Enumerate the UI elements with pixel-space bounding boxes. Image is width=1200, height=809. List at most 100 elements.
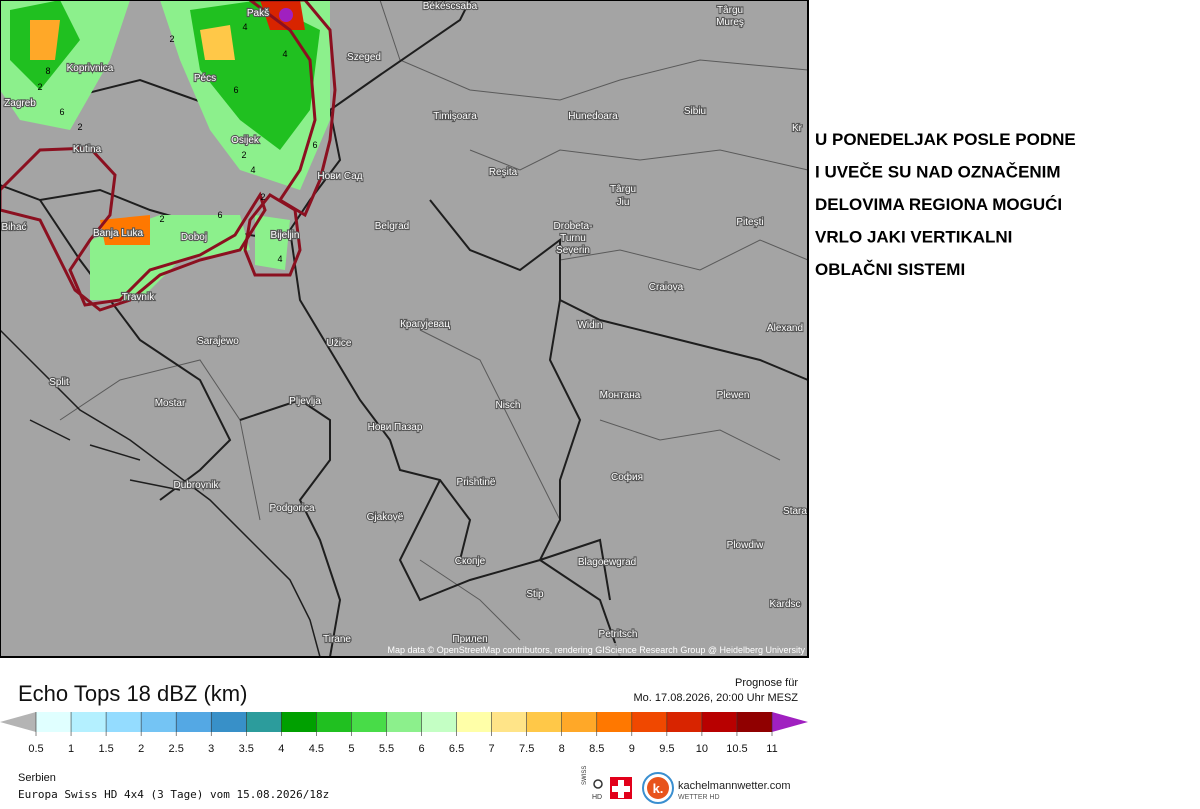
colorbar-segment bbox=[316, 712, 352, 732]
city-label: Banja Luka bbox=[93, 228, 143, 239]
colorbar-tick-label: 7.5 bbox=[519, 743, 534, 755]
city-label: Hunedoara bbox=[568, 111, 618, 122]
colorbar-segment bbox=[421, 712, 457, 732]
city-label: Timișoara bbox=[433, 111, 477, 122]
city-label: Petritsch bbox=[599, 629, 638, 640]
colorbar-tick-label: 5 bbox=[348, 743, 354, 755]
colorbar-segment bbox=[176, 712, 212, 732]
colorbar-segment bbox=[211, 712, 247, 732]
city-label: Osijek bbox=[231, 135, 260, 146]
city-label: Plewen bbox=[717, 390, 750, 401]
city-label: Craiova bbox=[649, 282, 684, 293]
coastline bbox=[0, 329, 321, 658]
colorbar-tick-label: 2.5 bbox=[169, 743, 184, 755]
city-label: Stip bbox=[526, 589, 544, 600]
colorbar-tick-label: 2 bbox=[138, 743, 144, 755]
city-label: Крагујевац bbox=[400, 319, 450, 330]
city-label: Bijeljin bbox=[271, 230, 300, 241]
forecast-time: Mo. 17.08.2026, 20:00 Uhr MESZ bbox=[634, 692, 799, 704]
contour-label: 8 bbox=[45, 66, 50, 76]
model-run: Europa Swiss HD 4x4 (3 Tage) vom 15.08.2… bbox=[18, 788, 329, 801]
swiss-text: SWISS bbox=[582, 766, 588, 785]
city-label: Tirane bbox=[323, 634, 351, 645]
colorbar-tick-label: 11 bbox=[766, 743, 777, 755]
colorbar-segment bbox=[246, 712, 282, 732]
colorbar-tick-label: 3 bbox=[208, 743, 214, 755]
colorbar: 0.5 1 1.5 2 2.5 3 3.5 4 4.5 5 5.5 6 6.5 7 7.5 8 8.5 9 9.5 1… bbox=[0, 712, 808, 755]
city-label: Târgu bbox=[610, 184, 636, 195]
colorbar-over bbox=[772, 712, 808, 732]
colorbar-segment bbox=[631, 712, 667, 732]
city-label: Sibiu bbox=[684, 106, 706, 117]
colorbar-segment bbox=[456, 712, 492, 732]
forecast-label: Prognose für bbox=[735, 677, 798, 689]
colorbar-segment bbox=[736, 712, 772, 732]
city-label: Turnu bbox=[560, 233, 586, 244]
colorbar-segment bbox=[141, 712, 177, 732]
city-label: Drobeta- bbox=[554, 221, 593, 232]
city-label: Prishtinë bbox=[457, 477, 496, 488]
city-label: Widin bbox=[577, 320, 602, 331]
city-label: Bihać bbox=[1, 222, 26, 233]
city-label: Békéscsaba bbox=[423, 1, 478, 12]
colorbar-tick-label: 4.5 bbox=[309, 743, 324, 755]
contour-label: 4 bbox=[277, 254, 282, 264]
colorbar-tick-label: 8.5 bbox=[589, 743, 604, 755]
city-label: Nisch bbox=[495, 400, 520, 411]
contour-label: 6 bbox=[312, 140, 317, 150]
echo-areas bbox=[0, 0, 330, 300]
contour-label: 2 bbox=[169, 34, 174, 44]
contour-label: 2 bbox=[37, 82, 42, 92]
colorbar-segment bbox=[106, 712, 142, 732]
contour-label: 4 bbox=[282, 49, 287, 59]
city-label: Plowdiw bbox=[727, 540, 764, 551]
contour-label: 6 bbox=[59, 107, 64, 117]
contour-label: 6 bbox=[233, 85, 238, 95]
colorbar-tick-label: 6.5 bbox=[449, 743, 464, 755]
colorbar-tick-label: 6 bbox=[418, 743, 424, 755]
colorbar-tick-label: 9 bbox=[629, 743, 635, 755]
note-line: I UVEČE SU NAD OZNAČENIM bbox=[815, 163, 1061, 182]
colorbar-segment bbox=[526, 712, 562, 732]
brand: kachelmannwetter.com bbox=[678, 780, 791, 792]
city-label: Pécs bbox=[194, 73, 216, 84]
city-label: Pakš bbox=[247, 8, 269, 19]
colorbar-tick-label: 0.5 bbox=[28, 743, 43, 755]
note: U PONEDELJAK POSLE PODNE I UVEČE SU NAD O… bbox=[815, 130, 1076, 279]
city-label: Mostar bbox=[155, 398, 186, 409]
colorbar-segment bbox=[351, 712, 387, 732]
city-label: Zagreb bbox=[4, 98, 36, 109]
city-label: Belgrad bbox=[375, 221, 409, 232]
colorbar-segment bbox=[561, 712, 597, 732]
city-label: Монтана bbox=[600, 390, 641, 401]
city-label: Alexand bbox=[767, 323, 803, 334]
city-label: Gjakovë bbox=[367, 512, 404, 523]
colorbar-segment bbox=[281, 712, 317, 732]
city-label: Jiu bbox=[617, 197, 630, 208]
contour-label: 2 bbox=[159, 214, 164, 224]
city-label: Kr bbox=[792, 123, 803, 134]
city-label: Szeged bbox=[347, 52, 381, 63]
legend-title: Echo Tops 18 dBZ (km) bbox=[18, 681, 247, 706]
city-label: Podgorica bbox=[269, 503, 314, 514]
colorbar-tick-label: 1.5 bbox=[98, 743, 113, 755]
city-label: Pljevlja bbox=[289, 396, 321, 407]
city-label: Pitești bbox=[736, 217, 763, 228]
colorbar-tick-label: 5.5 bbox=[379, 743, 394, 755]
colorbar-segment bbox=[71, 712, 107, 732]
colorbar-segment bbox=[596, 712, 632, 732]
city-label: Прилеп bbox=[452, 634, 487, 645]
city-label: Split bbox=[49, 377, 69, 388]
colorbar-tick-label: 4 bbox=[278, 743, 284, 755]
colorbar-segment bbox=[36, 712, 72, 732]
contour-label: 2 bbox=[241, 150, 246, 160]
colorbar-tick-label: 10 bbox=[696, 743, 708, 755]
warning-outlines bbox=[0, 0, 337, 312]
city-label: Severin bbox=[556, 245, 590, 256]
city-label: Užice bbox=[326, 338, 351, 349]
note-line: DELOVIMA REGIONA MOGUĆI bbox=[815, 195, 1062, 214]
